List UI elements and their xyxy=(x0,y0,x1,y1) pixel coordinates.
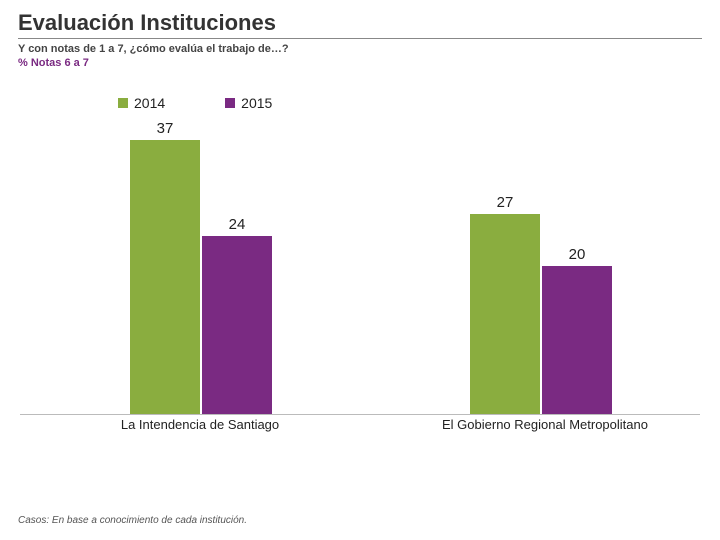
page-title: Evaluación Instituciones xyxy=(18,10,702,39)
bar: 24 xyxy=(202,236,272,414)
bar-value-label: 37 xyxy=(130,120,200,137)
bar-group: 3724 xyxy=(130,140,272,414)
legend-item-2014: 2014 xyxy=(118,95,165,111)
bar: 27 xyxy=(470,214,540,414)
bar-value-label: 20 xyxy=(542,246,612,263)
legend-label: 2015 xyxy=(241,95,272,111)
bar-value-label: 24 xyxy=(202,216,272,233)
bar-group: 2720 xyxy=(470,214,612,414)
legend-item-2015: 2015 xyxy=(225,95,272,111)
notas-line: % Notas 6 a 7 xyxy=(18,57,702,69)
category-labels: La Intendencia de Santiago El Gobierno Re… xyxy=(20,417,700,439)
footnote: Casos: En base a conocimiento de cada in… xyxy=(18,515,247,526)
page-subtitle: Y con notas de 1 a 7, ¿cómo evalúa el tr… xyxy=(18,43,702,55)
legend-label: 2014 xyxy=(134,95,165,111)
legend-swatch-2015 xyxy=(225,98,235,108)
bar: 20 xyxy=(542,266,612,414)
category-label: La Intendencia de Santiago xyxy=(80,417,320,432)
bar-value-label: 27 xyxy=(470,194,540,211)
plot-area: 37242720 xyxy=(20,119,700,415)
bar: 37 xyxy=(130,140,200,414)
category-label: El Gobierno Regional Metropolitano xyxy=(420,417,670,432)
legend: 2014 2015 xyxy=(118,95,702,111)
chart: 37242720 La Intendencia de SantiagoEl Go… xyxy=(20,119,700,439)
legend-swatch-2014 xyxy=(118,98,128,108)
